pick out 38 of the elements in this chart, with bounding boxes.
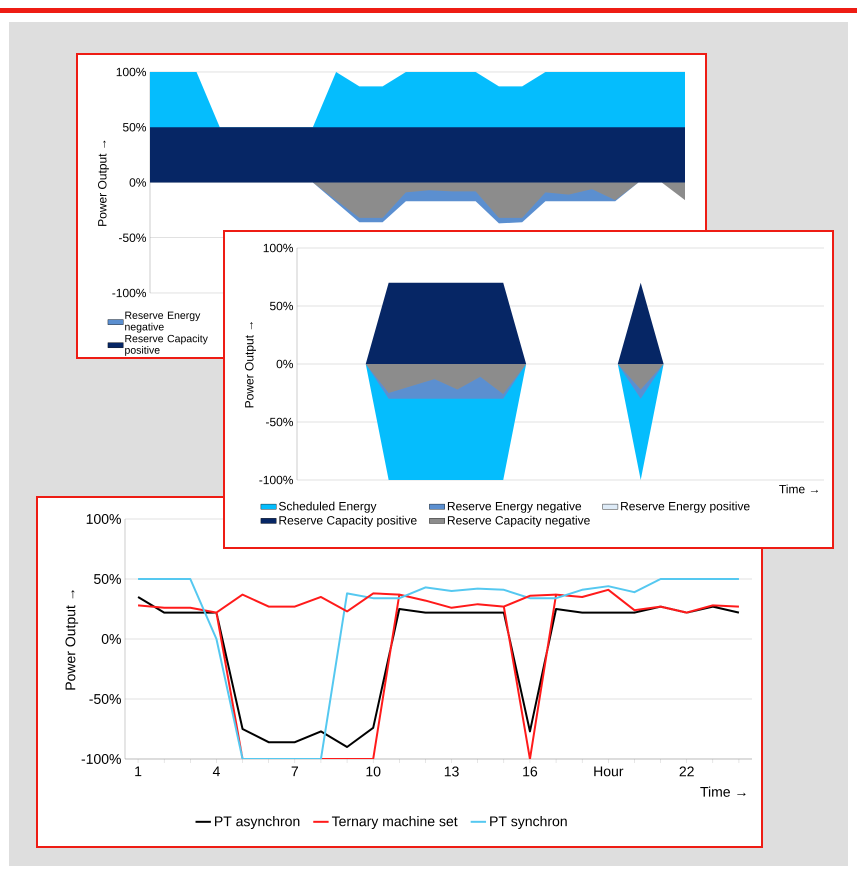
x-tick-label: 4 [212,766,220,776]
y-tick-label: 0% [276,360,294,368]
legend-label: Reserve Energy negative [125,312,200,333]
x-tick-label: 7 [292,766,298,776]
legend-label: PT asynchron [215,816,300,830]
y-axis-title: Power Output → [98,140,109,226]
x-tick-label: 13 [444,766,459,776]
legend-label: Reserve Capacity positive [279,516,417,527]
y-tick-label: -50% [89,694,121,704]
legend-label: Reserve Energy positive [621,502,750,513]
y-tick-label: -50% [266,418,294,426]
legend-label: Scheduled Energy [278,502,376,513]
y-tick-label: 100% [264,244,294,252]
y-tick-label: 100% [116,68,146,76]
x-tick-label: 22 [680,766,694,776]
y-tick-label: 50% [270,302,294,310]
y-tick-label: -50% [118,234,146,242]
y-tick-label: -100% [259,476,294,484]
y-axis-title: Power Output → [65,590,78,690]
y-tick-label: -100% [112,288,146,298]
y-tick-label: 0% [102,634,121,644]
y-axis-title: Power Output → [245,322,256,408]
legend-label: Ternary machine set [332,816,458,830]
legend-label: PT synchron [490,816,567,830]
y-tick-label: 50% [122,122,146,132]
x-axis-title: Time → [700,786,746,797]
legend-label: Reserve Capacity positive [125,334,208,356]
x-tick-label: 10 [366,766,380,776]
x-tick-label: Hour [594,766,624,776]
y-tick-label: 50% [94,574,121,584]
legend-label: Reserve Capacity negative [448,516,590,527]
x-tick-label: 1 [135,766,142,776]
x-tick-label: 16 [523,766,538,776]
y-tick-label: -100% [82,754,121,764]
y-tick-label: 0% [130,178,146,187]
y-tick-label: 100% [86,514,121,524]
x-axis-title: Time → [779,484,818,494]
legend-label: Reserve Energy negative [448,502,582,513]
